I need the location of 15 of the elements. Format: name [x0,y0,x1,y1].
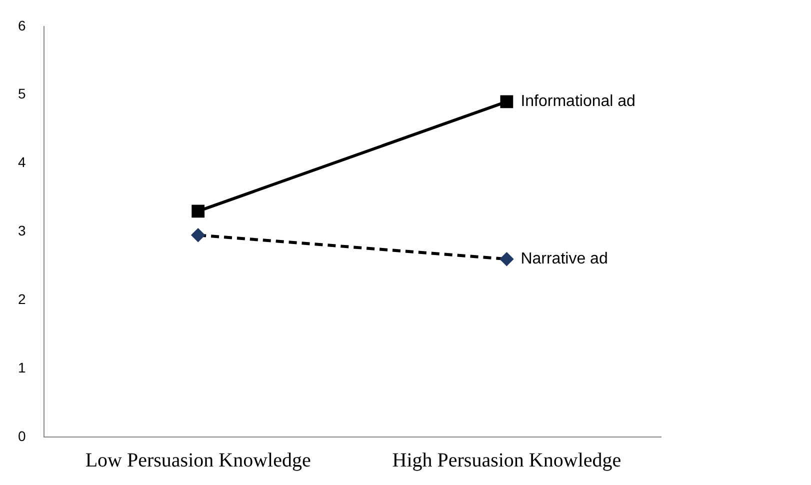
y-tick-label: 5 [18,86,26,102]
y-tick-label: 3 [18,222,26,239]
y-tick-label: 6 [18,17,26,34]
point [192,228,205,242]
x-tick-label: Low Persuasion Knowledge [85,449,311,472]
point [500,95,514,108]
series-label: Informational ad [520,93,636,110]
x-tick-label: High Persuasion Knowledge [392,449,622,472]
y-tick-label: 2 [18,290,26,307]
point [500,252,514,266]
y-tick-label: 0 [18,428,26,444]
point [192,204,205,218]
y-tick-label: 4 [18,154,26,170]
series-label: Narrative ad [520,250,608,268]
y-tick-label: 1 [18,359,26,376]
